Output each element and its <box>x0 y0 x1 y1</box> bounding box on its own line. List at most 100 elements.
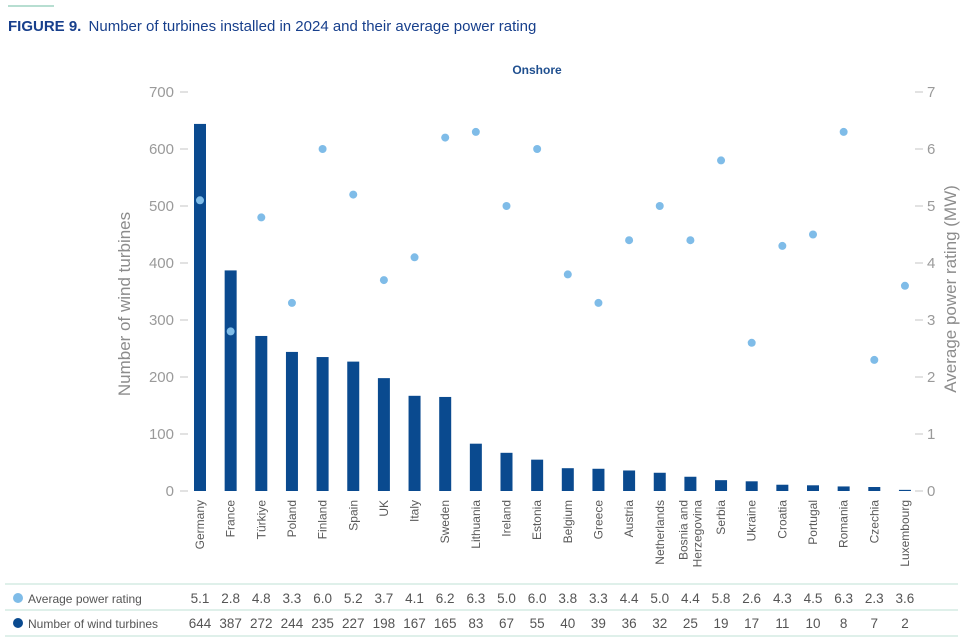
table-value-turbines: 17 <box>744 616 759 631</box>
bar-italy <box>408 395 421 491</box>
bar-austria <box>623 470 636 491</box>
y-tick-label-left: 100 <box>149 426 174 443</box>
dot-greece <box>594 298 603 307</box>
dot-uk <box>379 276 388 285</box>
table-value-power: 4.3 <box>773 591 792 606</box>
table-value-turbines: 39 <box>591 616 606 631</box>
table-value-power: 6.3 <box>466 591 485 606</box>
bar-greece <box>592 468 605 491</box>
bar-romania <box>837 486 850 491</box>
x-tick-label-line: Herzegovina <box>690 500 704 568</box>
x-tick-label: Lithuania <box>469 500 483 549</box>
dot-czechia <box>870 355 879 364</box>
table-value-turbines: 227 <box>342 616 365 631</box>
bar-czechia <box>868 487 881 491</box>
bar-serbia <box>715 480 728 491</box>
table-value-power: 4.4 <box>681 591 700 606</box>
x-tick-label: Estonia <box>530 500 544 540</box>
table-value-power: 2.6 <box>742 591 761 606</box>
table-value-turbines: 167 <box>403 616 426 631</box>
table-value-power: 2.8 <box>221 591 240 606</box>
data-table: Average power rating Number of wind turb… <box>5 583 958 637</box>
bar-ireland <box>500 452 513 491</box>
table-value-turbines: 19 <box>714 616 729 631</box>
y-axis-label-right: Average power rating (MW) <box>941 185 960 393</box>
y-axis-left: 0 100 200 300 400 500 600 700 <box>149 84 188 500</box>
dot-bosnia-and-herzegovina <box>686 236 695 245</box>
dot-france <box>226 327 235 336</box>
table-value-turbines: 387 <box>219 616 242 631</box>
y-tick-label-right: 0 <box>927 483 935 500</box>
table-value-power: 4.4 <box>620 591 639 606</box>
table-value-power: 5.0 <box>650 591 669 606</box>
dot-lithuania <box>471 127 480 136</box>
bar-uk <box>377 378 390 491</box>
bar-netherlands <box>653 472 666 491</box>
table-value-turbines: 40 <box>560 616 575 631</box>
table-value-power: 4.1 <box>405 591 424 606</box>
dot-croatia <box>778 241 787 250</box>
y-tick-label-right: 7 <box>927 84 935 101</box>
y-axis-label-left: Number of wind turbines <box>115 212 134 396</box>
y-tick-label-right: 4 <box>927 255 935 272</box>
y-tick-label-right: 2 <box>927 369 935 386</box>
dot-netherlands <box>655 202 664 210</box>
table-value-turbines: 10 <box>805 616 820 631</box>
table-value-turbines: 7 <box>871 616 879 631</box>
dot-belgium <box>563 270 572 279</box>
table-value-turbines: 198 <box>373 616 396 631</box>
x-tick-label: Ireland <box>500 500 514 537</box>
bar-bosnia-and-herzegovina <box>684 476 697 491</box>
x-tick-label: Romania <box>837 500 851 548</box>
table-row-power: 5.1 2.8 4.8 3.3 6.0 5.2 3.7 4.1 6.2 6.3 5.0 6.0 3.8 3… <box>191 591 915 606</box>
table-value-power: 3.3 <box>589 591 608 606</box>
table-value-turbines: 67 <box>499 616 514 631</box>
bar-portugal <box>807 485 819 491</box>
dot-portugal <box>809 230 817 239</box>
table-value-power: 3.6 <box>896 591 915 606</box>
dot-romania <box>839 127 848 136</box>
dot-serbia <box>717 156 726 165</box>
table-value-power: 3.8 <box>558 591 577 606</box>
table-value-turbines: 55 <box>530 616 545 631</box>
y-axis-right: 0 1 2 3 4 5 6 7 <box>915 84 935 500</box>
dot-luxembourg <box>900 281 909 290</box>
dot-estonia <box>533 145 542 153</box>
dot-t-rkiye <box>257 213 266 222</box>
bar-finland <box>316 357 329 491</box>
table-value-turbines: 165 <box>434 616 457 631</box>
x-tick-label: Bosnia andHerzegovina <box>676 500 704 568</box>
y-tick-label-right: 6 <box>927 141 935 158</box>
bar-germany <box>194 123 206 492</box>
bar-luxembourg <box>898 489 911 491</box>
table-value-power: 6.3 <box>834 591 853 606</box>
table-value-turbines: 32 <box>652 616 667 631</box>
table-value-turbines: 235 <box>311 616 334 631</box>
table-value-turbines: 36 <box>622 616 637 631</box>
table-value-power: 4.8 <box>252 591 271 606</box>
dot-series <box>196 127 909 364</box>
bar-series <box>194 123 911 492</box>
table-value-turbines: 644 <box>189 616 212 631</box>
table-value-power: 6.2 <box>436 591 455 606</box>
chart-subtitle: Onshore <box>512 63 562 77</box>
x-tick-label: Türkiye <box>254 500 268 540</box>
table-value-turbines: 25 <box>683 616 698 631</box>
x-tick-label: UK <box>377 500 391 517</box>
x-tick-label: France <box>224 500 238 538</box>
table-value-power: 5.2 <box>344 591 363 606</box>
dot-ireland <box>502 202 511 210</box>
bar-poland <box>285 351 298 491</box>
x-tick-label: Finland <box>316 500 330 539</box>
x-tick-label: Greece <box>591 500 605 540</box>
table-value-power: 6.0 <box>528 591 547 606</box>
table-value-power: 3.3 <box>283 591 302 606</box>
y-tick-label-left: 0 <box>166 483 174 500</box>
bar-sweden <box>439 396 452 491</box>
x-tick-label: Belgium <box>561 500 575 543</box>
table-value-power: 2.3 <box>865 591 884 606</box>
table-value-turbines: 2 <box>901 616 909 631</box>
table-value-turbines: 11 <box>775 616 789 631</box>
table-row-label-power: Average power rating <box>28 592 142 606</box>
